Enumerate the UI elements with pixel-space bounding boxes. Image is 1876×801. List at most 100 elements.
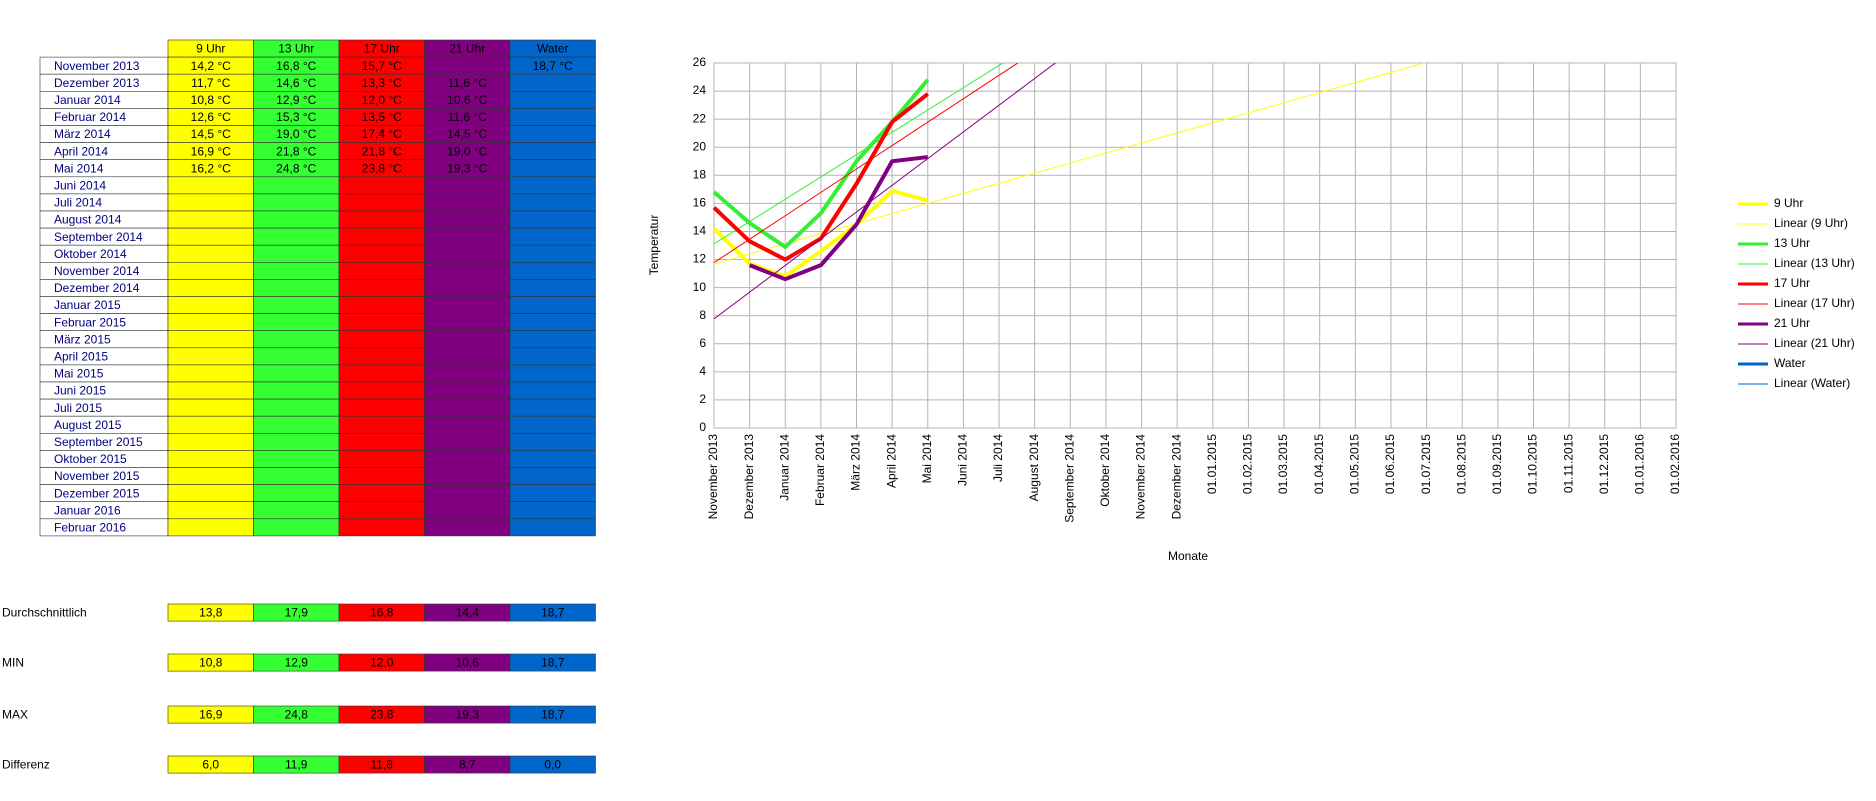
row-label: November 2013 — [54, 59, 140, 73]
summary-text: 23,8 — [370, 708, 394, 722]
y-tick-label: 22 — [693, 111, 707, 125]
cell-text: 11,7 °C — [191, 76, 231, 90]
row-label: Juni 2014 — [54, 179, 106, 193]
summary-text: 24,8 — [285, 708, 309, 722]
x-tick-label: 01.10.2015 — [1526, 434, 1540, 494]
cell — [338, 484, 425, 503]
cell — [253, 347, 340, 366]
cell — [338, 381, 425, 400]
cell — [509, 176, 596, 195]
cell-text: 16,2 °C — [191, 161, 231, 175]
cell — [424, 467, 511, 485]
row-label: Februar 2015 — [54, 315, 126, 329]
cell — [167, 193, 254, 212]
row-label: Januar 2014 — [54, 93, 121, 107]
cell — [424, 518, 511, 537]
cell — [253, 398, 340, 417]
cell — [424, 56, 511, 75]
row-label: August 2015 — [54, 418, 122, 432]
cell — [509, 415, 596, 434]
cell — [509, 347, 596, 366]
cell — [253, 484, 340, 503]
cell — [253, 518, 340, 537]
cell — [509, 296, 596, 314]
cell — [167, 244, 254, 263]
row-label: Dezember 2014 — [54, 281, 140, 295]
y-tick-label: 0 — [699, 420, 706, 434]
row-label: September 2015 — [54, 435, 143, 449]
x-tick-label: Juni 2014 — [956, 434, 970, 486]
cell — [253, 364, 340, 383]
cell — [167, 484, 254, 503]
y-tick-label: 16 — [693, 196, 707, 210]
cell — [167, 450, 254, 468]
cell — [338, 176, 425, 195]
summary-text: 18,7 — [541, 606, 565, 620]
cell — [424, 261, 511, 280]
cell-text: 18,7 °C — [533, 59, 573, 73]
x-tick-label: 01.06.2015 — [1383, 434, 1397, 494]
row-label: Januar 2016 — [54, 503, 121, 517]
row-label: Juli 2015 — [54, 401, 102, 415]
x-tick-label: 01.05.2015 — [1348, 434, 1362, 494]
summary-text: 6,0 — [202, 758, 219, 772]
x-tick-label: 01.08.2015 — [1454, 434, 1468, 494]
cell — [338, 501, 425, 520]
summary-cell — [509, 603, 596, 622]
cell-text: 14,5 °C — [447, 127, 487, 141]
series-line — [748, 155, 929, 282]
cell — [338, 450, 425, 468]
cell — [167, 501, 254, 520]
cell-text: 19,3 °C — [447, 161, 487, 175]
cell — [338, 210, 425, 229]
cell — [509, 432, 596, 451]
x-tick-label: 01.12.2015 — [1597, 434, 1611, 494]
x-tick-label: 01.09.2015 — [1490, 434, 1504, 494]
x-tick-label: 01.01.2016 — [1633, 434, 1647, 494]
cell — [509, 227, 596, 246]
cell — [253, 330, 340, 349]
summary-text: 16,8 — [370, 606, 394, 620]
cell — [253, 176, 340, 195]
row-label: Februar 2014 — [54, 110, 126, 124]
cell — [338, 244, 425, 263]
header-text: Water — [537, 42, 569, 56]
y-tick-label: 24 — [693, 83, 707, 97]
cell — [424, 484, 511, 503]
header-text: 17 Uhr — [364, 42, 400, 56]
cell-text: 11,6 °C — [448, 76, 488, 90]
cell — [509, 73, 596, 92]
cell — [424, 330, 511, 349]
legend-label: Linear (21 Uhr) — [1774, 336, 1855, 350]
x-tick-label: September 2014 — [1062, 434, 1076, 523]
cell — [338, 296, 425, 314]
cell — [509, 398, 596, 417]
cell — [509, 501, 596, 520]
cell-text: 11,6 °C — [448, 110, 488, 124]
summary-text: 10,6 — [456, 656, 480, 670]
y-tick-label: 18 — [693, 167, 707, 181]
cell — [253, 450, 340, 468]
summary-cell — [509, 653, 596, 672]
cell — [338, 279, 425, 297]
row-label: Mai 2015 — [54, 367, 104, 381]
cell — [338, 467, 425, 485]
cell-text: 10,8 °C — [191, 93, 231, 107]
x-axis-title: Monate — [1168, 549, 1208, 563]
cell — [338, 518, 425, 537]
series-line — [712, 188, 929, 279]
cell — [167, 518, 254, 537]
cell — [424, 296, 511, 314]
cell — [424, 415, 511, 434]
y-tick-label: 4 — [699, 364, 706, 378]
header-text: 21 Uhr — [449, 42, 485, 56]
legend-label: Linear (Water) — [1774, 376, 1850, 390]
cell — [509, 518, 596, 537]
summary-text: 12,0 — [370, 656, 394, 670]
row-label: Dezember 2013 — [54, 76, 140, 90]
y-tick-label: 6 — [699, 336, 706, 350]
plot-area — [713, 62, 1677, 429]
cell — [253, 261, 340, 280]
summary-text: 11,8 — [371, 758, 394, 772]
cell — [424, 347, 511, 366]
